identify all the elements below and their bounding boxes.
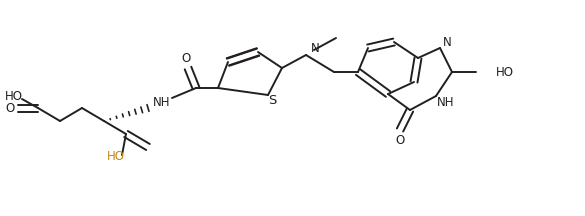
- Text: O: O: [5, 102, 15, 114]
- Text: NH: NH: [437, 95, 455, 108]
- Text: NH: NH: [153, 95, 171, 108]
- Text: HO: HO: [496, 65, 514, 78]
- Text: N: N: [311, 41, 319, 54]
- Text: O: O: [395, 133, 405, 146]
- Text: S: S: [268, 94, 276, 106]
- Text: O: O: [181, 51, 191, 65]
- Text: N: N: [443, 35, 452, 49]
- Text: HO: HO: [107, 151, 125, 164]
- Text: HO: HO: [5, 89, 23, 103]
